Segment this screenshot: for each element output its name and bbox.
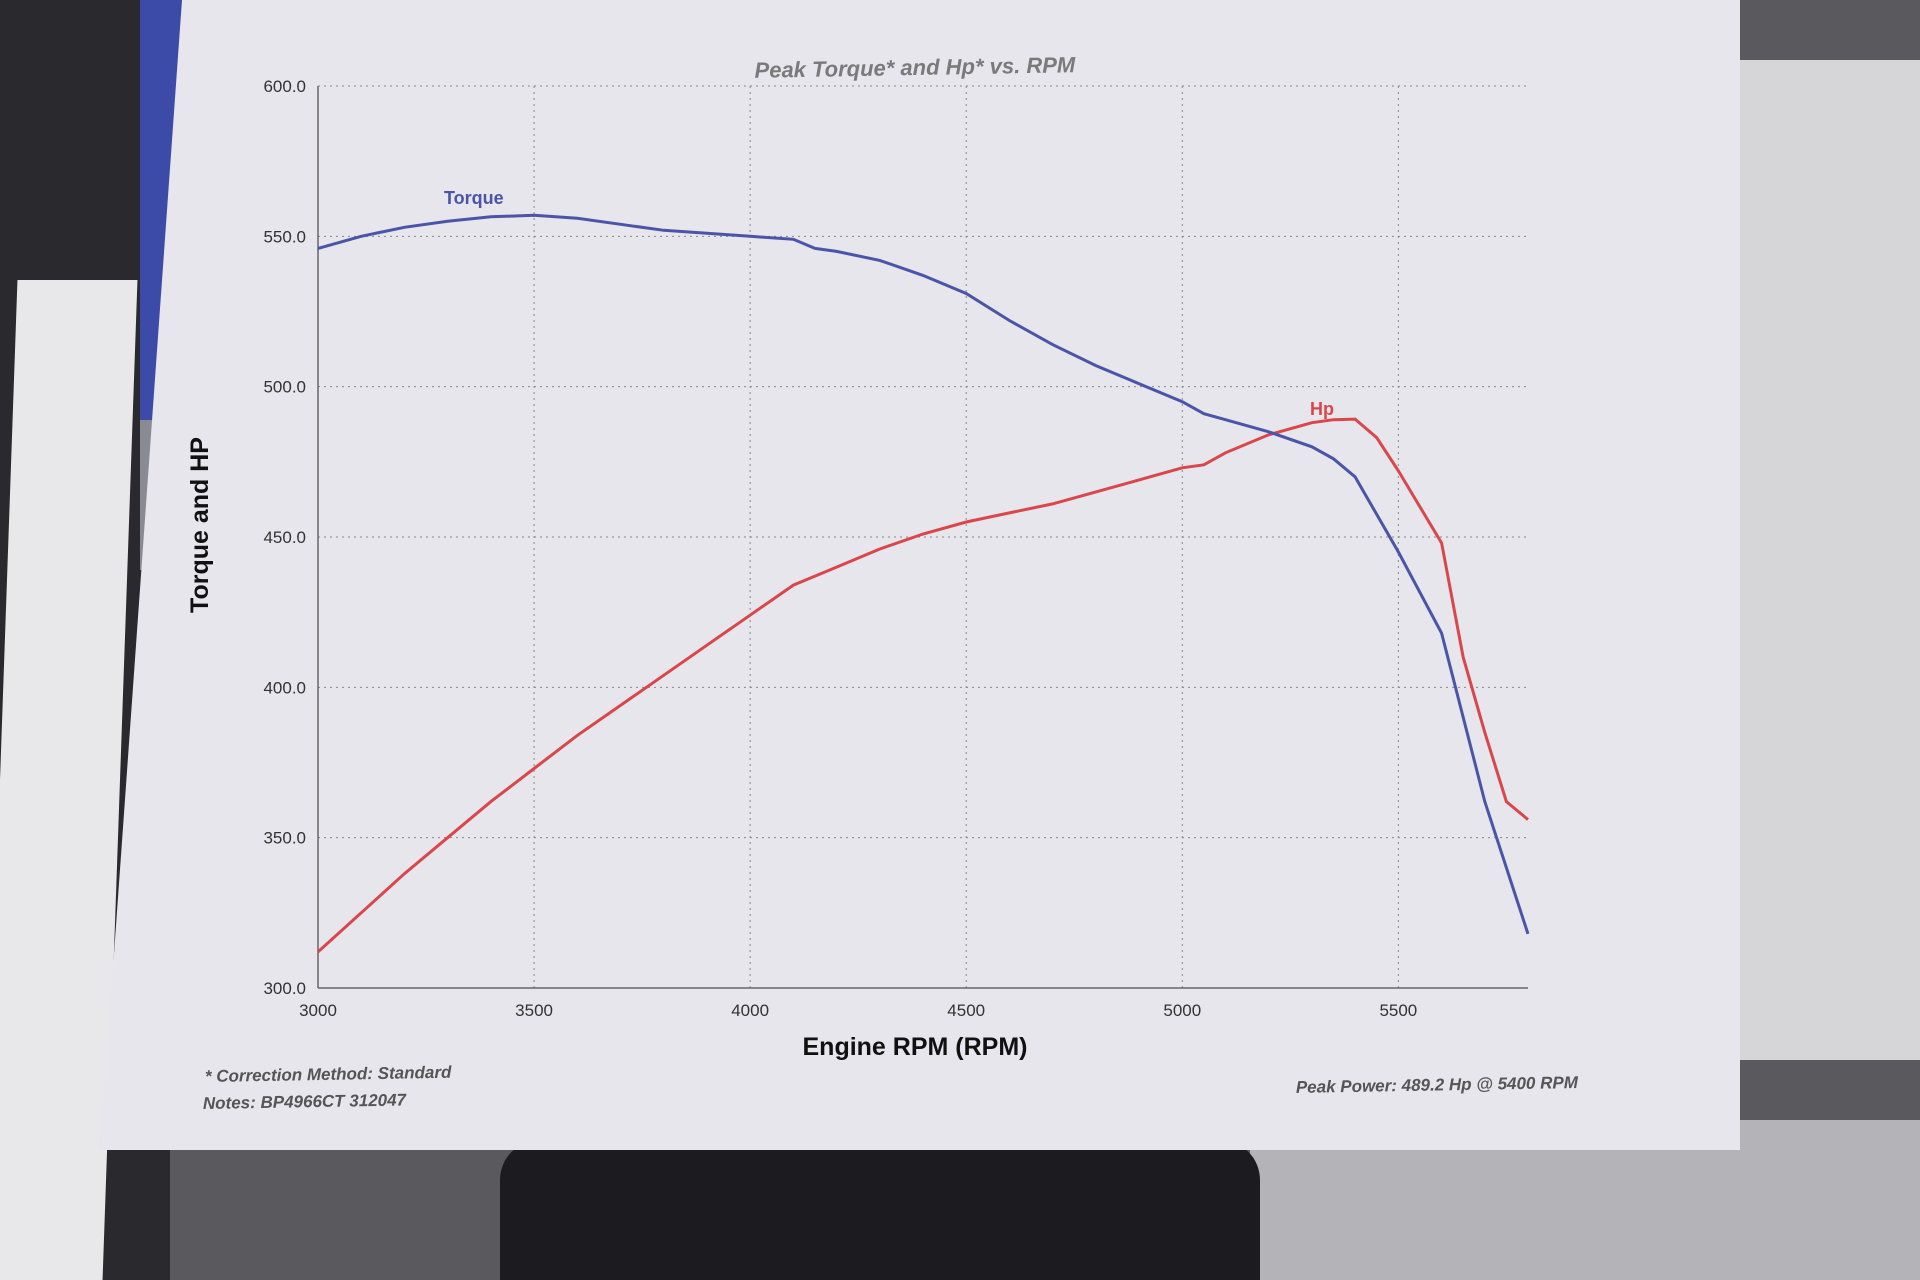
chart-title: Peak Torque* and Hp* vs. RPM bbox=[754, 52, 1076, 83]
x-tick-label: 3000 bbox=[299, 1001, 337, 1020]
peak-power-note: Peak Power: 489.2 Hp @ 5400 RPM bbox=[1296, 1073, 1579, 1097]
y-tick-label: 300.0 bbox=[263, 979, 306, 998]
background-bottom-dark bbox=[500, 1140, 1260, 1280]
y-tick-label: 400.0 bbox=[263, 678, 306, 697]
x-tick-label: 5000 bbox=[1163, 1001, 1201, 1020]
notes-line: Notes: BP4966CT 312047 bbox=[203, 1090, 408, 1113]
hp-series-line bbox=[316, 417, 1529, 954]
x-axis-ticks: 3000 3500 4000 4500 5000 5500 bbox=[299, 1001, 1417, 1020]
y-tick-label: 600.0 bbox=[263, 77, 306, 96]
x-tick-label: 4500 bbox=[947, 1001, 985, 1020]
chart-grid bbox=[317, 85, 1528, 989]
dyno-sheet-paper bbox=[100, 0, 1740, 1150]
torque-series-label: Torque bbox=[444, 188, 504, 208]
x-axis-label: Engine RPM (RPM) bbox=[803, 1033, 1028, 1061]
y-axis-ticks: 300.0 350.0 400.0 450.0 500.0 550.0 600.0 bbox=[263, 77, 306, 998]
y-tick-label: 350.0 bbox=[263, 829, 306, 848]
x-tick-label: 4000 bbox=[731, 1001, 769, 1020]
y-tick-label: 550.0 bbox=[263, 227, 306, 246]
torque-series-line bbox=[317, 213, 1530, 935]
plot-frame bbox=[317, 86, 1528, 989]
correction-method-note: * Correction Method: Standard bbox=[205, 1063, 452, 1086]
x-tick-label: 5500 bbox=[1379, 1001, 1417, 1020]
y-axis-label: Torque and HP bbox=[186, 437, 214, 613]
x-tick-label: 3500 bbox=[515, 1001, 553, 1020]
y-tick-label: 450.0 bbox=[263, 528, 306, 547]
hp-series-label: Hp bbox=[1310, 399, 1334, 419]
y-tick-label: 500.0 bbox=[263, 378, 306, 397]
